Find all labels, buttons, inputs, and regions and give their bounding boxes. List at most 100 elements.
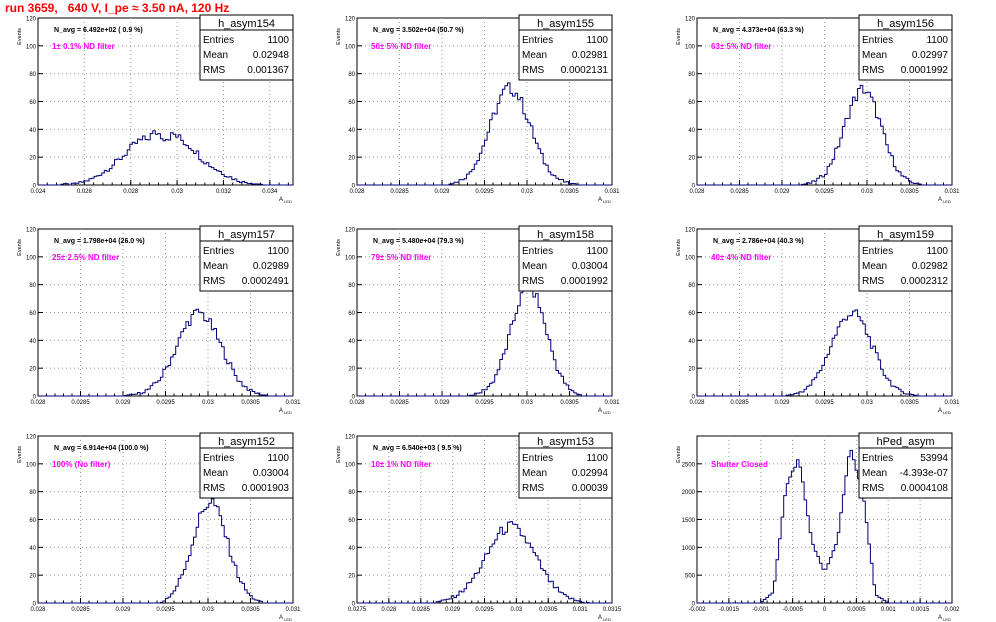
x-tick-label: 0.0295 <box>475 189 494 195</box>
stats-label: Mean <box>522 261 547 272</box>
y-tick-label: 20 <box>29 156 36 162</box>
x-tick-label: 0.0305 <box>900 189 919 195</box>
x-tick-label: 0.029 <box>434 400 450 406</box>
stats-value: -4.393e-07 <box>900 468 949 479</box>
x-tick-label: 0.031 <box>285 400 301 406</box>
navg-label: N_avg = 1.798e+04 (26.0 %) <box>54 238 145 245</box>
stats-value: 0.02989 <box>253 261 290 272</box>
x-axis-title-subscript: LED <box>603 617 611 622</box>
filter-annotation: 25± 2.5% ND filter <box>52 253 119 262</box>
y-tick-label: 120 <box>26 228 37 234</box>
x-tick-label: 0.031 <box>285 607 301 613</box>
x-tick-label: 0.026 <box>77 189 93 195</box>
stats-value: 0.001367 <box>247 65 289 76</box>
x-tick-label: 0.0295 <box>475 400 494 406</box>
y-axis-title: Events <box>17 28 23 45</box>
navg-label: N_avg = 4.373e+04 (63.3 %) <box>713 27 804 34</box>
stats-box <box>199 432 294 499</box>
stats-box <box>858 432 953 499</box>
x-axis-title: A <box>938 615 942 621</box>
navg-label: N_avg = 6.914e+04 (100.0 %) <box>54 445 149 452</box>
stats-value: 0.02982 <box>912 261 949 272</box>
y-tick-label: 100 <box>26 462 37 468</box>
stats-box <box>199 225 294 292</box>
histogram-series-line <box>38 130 293 186</box>
y-tick-label: 80 <box>688 72 695 78</box>
stats-label: RMS <box>203 276 226 287</box>
y-tick-label: 20 <box>348 367 355 373</box>
histogram-series-line <box>697 84 952 186</box>
stats-box <box>518 432 613 499</box>
stats-value: 0.0001992 <box>901 65 949 76</box>
navg-label: N_avg = 6.540e+03 ( 9.5 %) <box>373 445 462 452</box>
y-tick-label: 40 <box>29 128 36 134</box>
stats-label: RMS <box>522 276 545 287</box>
x-tick-label: 0.03 <box>511 607 523 613</box>
y-tick-label: 40 <box>688 128 695 134</box>
filter-annotation: Shutter Closed <box>711 460 768 469</box>
stats-value: 1100 <box>926 246 948 257</box>
stats-box <box>518 14 613 81</box>
stats-label: RMS <box>522 65 545 76</box>
stats-label: RMS <box>862 483 885 494</box>
x-tick-label: 0.0285 <box>390 189 409 195</box>
x-axis-title: A <box>938 197 942 203</box>
y-tick-label: 0 <box>352 184 356 190</box>
y-tick-label: 60 <box>348 311 355 317</box>
x-tick-label: 0.029 <box>115 607 131 613</box>
x-tick-label: 0.024 <box>30 189 46 195</box>
y-tick-label: 20 <box>29 367 36 373</box>
x-tick-label: -0.0015 <box>719 607 740 613</box>
y-tick-label: 100 <box>26 255 37 261</box>
y-tick-label: 100 <box>345 255 356 261</box>
x-tick-label: 0.028 <box>349 189 365 195</box>
filter-annotation: 40± 4% ND filter <box>711 253 771 262</box>
y-tick-label: 60 <box>688 100 695 106</box>
stats-label: Entries <box>522 35 553 46</box>
x-tick-label: 0.0315 <box>603 607 622 613</box>
filter-annotation: 10± 1% ND filter <box>371 460 431 469</box>
histogram-series-line <box>697 449 952 604</box>
stats-value: 0.0002131 <box>561 65 609 76</box>
navg-label: N_avg = 3.502e+04 (50.7 %) <box>373 27 464 34</box>
y-tick-label: 1000 <box>682 546 696 552</box>
stats-histogram-name: h_asym155 <box>537 18 594 30</box>
x-tick-label: 0.034 <box>262 189 278 195</box>
x-tick-label: 0.0275 <box>348 607 367 613</box>
x-tick-label: 0.0285 <box>71 400 90 406</box>
x-tick-label: 0.028 <box>30 607 46 613</box>
stats-value: 0.0001992 <box>561 276 609 287</box>
y-tick-label: 120 <box>685 17 696 23</box>
x-tick-label: 0.0305 <box>900 400 919 406</box>
x-tick-label: 0.028 <box>349 400 365 406</box>
x-axis-title-subscript: LED <box>603 199 611 204</box>
x-tick-label: 0.0295 <box>815 400 834 406</box>
stats-value: 0.0004108 <box>901 483 949 494</box>
x-tick-label: 0.028 <box>381 607 397 613</box>
histogram-panel-h_asym156: 0 20 40 60 80 100 120 0.028 0.0285 0.029 0.0295 0.0… <box>676 14 960 204</box>
x-tick-label: 0.0285 <box>390 400 409 406</box>
histogram-panel-h_asym159: 0 20 40 60 80 100 120 0.028 0.0285 0.029 0.0295 0.0… <box>676 225 960 415</box>
x-tick-label: 0.0295 <box>156 607 175 613</box>
stats-label: Mean <box>862 261 887 272</box>
stats-label: Entries <box>862 35 893 46</box>
navg-label: N_avg = 5.480e+04 (79.3 %) <box>373 238 464 245</box>
x-axis-title: A <box>279 197 283 203</box>
y-axis-title: Events <box>336 28 342 45</box>
y-axis-title: Events <box>17 446 23 463</box>
stats-histogram-name: h_asym157 <box>218 229 275 241</box>
y-tick-label: 60 <box>29 100 36 106</box>
y-tick-label: 0 <box>352 395 356 401</box>
histogram-panel-h_asym153: 0 20 40 60 80 100 120 0.0275 0.028 0.0285 0.029 0.0… <box>336 432 622 622</box>
y-tick-label: 40 <box>29 339 36 345</box>
x-axis-title-subscript: LED <box>284 199 292 204</box>
x-tick-label: 0.03 <box>171 189 183 195</box>
stats-box <box>858 14 953 81</box>
x-axis-title-subscript: LED <box>943 410 951 415</box>
x-tick-label: 0.001 <box>881 607 897 613</box>
stats-histogram-name: h_asym158 <box>537 229 594 241</box>
x-tick-label: 0.032 <box>216 189 232 195</box>
x-tick-label: 0.0295 <box>475 607 494 613</box>
y-axis-title: Events <box>676 446 682 463</box>
